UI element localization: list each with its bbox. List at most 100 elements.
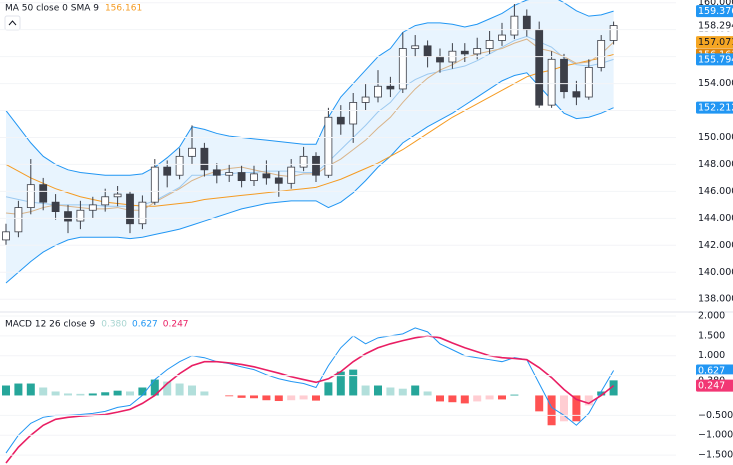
price-tag [696, 36, 733, 49]
collapse-button[interactable] [4, 15, 21, 31]
histogram-bar [436, 395, 444, 402]
histogram-bar [163, 381, 172, 396]
candle-body [51, 201, 60, 213]
y-tick-label: 142.000 [698, 240, 733, 251]
candle-body [560, 58, 568, 93]
candle-body [64, 211, 72, 222]
price-tag [696, 19, 733, 32]
candle-body [572, 91, 581, 98]
histogram-bar [336, 371, 345, 396]
price-tag-label: 158.294 [698, 21, 733, 32]
candle-body [39, 184, 48, 203]
indicator-line [5, 72, 614, 284]
indicator-line [5, 0, 614, 176]
histogram-bar [349, 369, 358, 396]
histogram-bar [101, 392, 110, 396]
histogram-bar [126, 391, 134, 396]
candle-body [88, 204, 97, 211]
y-tick-label: 154.000 [698, 78, 733, 89]
histogram-bar [324, 382, 333, 396]
candle-body [299, 155, 308, 168]
candle-body [126, 193, 134, 225]
price-tag [696, 53, 733, 66]
y-tick-label: −1.500 [698, 450, 733, 461]
histogram-bar [26, 383, 35, 396]
histogram-bar [398, 388, 407, 396]
y-tick-label: 144.000 [698, 213, 733, 224]
histogram-bar [274, 395, 283, 402]
candle-body [349, 102, 358, 125]
candle-body [436, 56, 444, 63]
candle-body [398, 48, 407, 90]
histogram-bar [535, 395, 544, 412]
histogram-bar [386, 387, 395, 396]
histogram-bar [138, 387, 147, 396]
histogram-bar [510, 394, 519, 396]
candle-body [547, 58, 556, 106]
candle-body [423, 45, 432, 58]
histogram-bar [299, 395, 308, 400]
histogram-bar [473, 395, 482, 402]
candle-body [361, 96, 370, 103]
price-tag [696, 101, 733, 114]
histogram-bar [423, 391, 432, 396]
histogram-bar [287, 395, 296, 401]
legend-value: 0.627 [132, 320, 158, 330]
histogram-bar [411, 385, 420, 396]
legend-title: MA 50 close 0 SMA 9 [5, 4, 99, 14]
y-tick-label: 146.000 [698, 186, 733, 197]
candle-body [324, 116, 333, 176]
candle-body [175, 155, 184, 176]
legend-title: MACD 12 26 close 9 [5, 320, 96, 330]
candle-body [498, 34, 506, 41]
histogram-bar [225, 395, 234, 397]
y-tick-label: 150.000 [698, 132, 733, 143]
candle-body [26, 184, 35, 208]
legend-value: 0.380 [101, 320, 127, 330]
price-tag-label: 0.627 [698, 366, 725, 377]
candle-body [374, 85, 382, 98]
candle-body [188, 147, 196, 157]
histogram-bar [250, 395, 258, 399]
histogram-bar [498, 395, 506, 400]
candle-body [2, 231, 10, 241]
legend-value: 156.161 [105, 4, 142, 14]
histogram-bar [448, 395, 457, 403]
candle-body [473, 48, 482, 55]
candle-body [274, 177, 283, 184]
legend-value: 0.247 [163, 320, 189, 330]
candle-body [336, 116, 345, 125]
histogram-bar [2, 385, 10, 396]
histogram-bar [200, 391, 209, 396]
histogram-bar [485, 395, 494, 400]
indicator-line [5, 35, 614, 207]
candle-body [535, 29, 544, 106]
candle-body [510, 15, 519, 36]
price-tag-label: 0.247 [698, 381, 725, 392]
y-tick-label: 160.000 [698, 0, 733, 8]
candle-body [584, 66, 593, 98]
candle-body [212, 169, 221, 176]
histogram-bar [76, 393, 85, 396]
candle-body [225, 172, 234, 176]
histogram-bar [150, 379, 159, 396]
candle-body [262, 173, 271, 179]
price-tag [696, 5, 733, 18]
candle-body [150, 166, 159, 203]
candle-body [312, 155, 320, 176]
y-tick-label: 140.000 [698, 267, 733, 278]
candle-body [138, 201, 147, 225]
indicator-line [5, 38, 614, 215]
band-fill [6, 0, 614, 284]
histogram-bar [609, 380, 618, 396]
candle-body [411, 45, 420, 49]
y-tick-label: 138.000 [698, 294, 733, 305]
candle-body [250, 173, 258, 182]
y-tick-label: 1.000 [698, 350, 725, 361]
histogram-bar [188, 385, 196, 396]
candle-body [522, 15, 531, 31]
candle-body [386, 85, 395, 90]
histogram-bar [262, 395, 271, 401]
histogram-bar [597, 391, 606, 396]
y-tick-label: 2.000 [698, 310, 725, 321]
